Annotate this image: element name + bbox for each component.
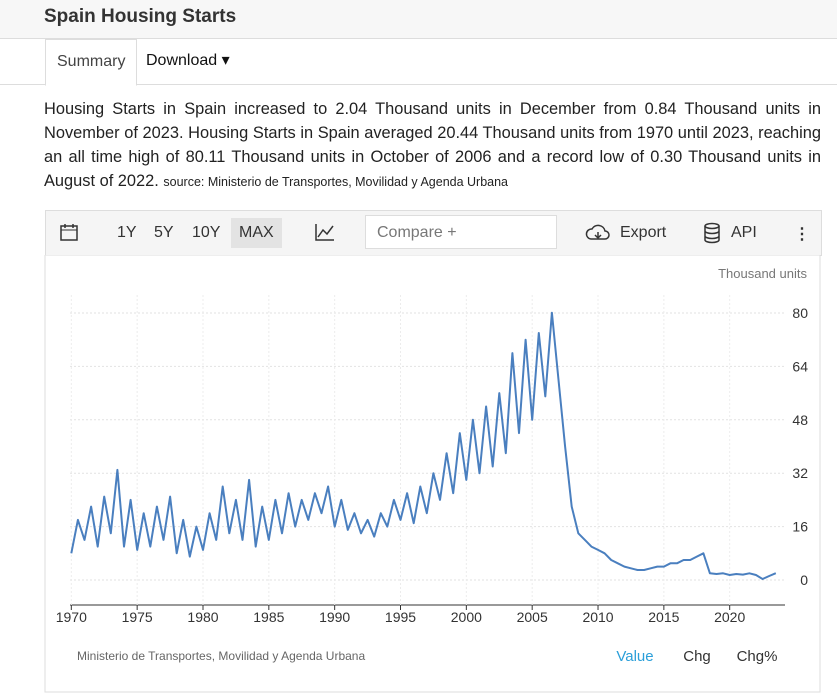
api-icon: [702, 222, 722, 249]
toolbar: 1Y 5Y 10Y MAX Compare + Export API ⋮: [45, 210, 822, 256]
chart: Thousand units Ministerio de Transportes…: [44, 255, 821, 693]
icon: [704, 222, 720, 244]
tab[interactable]: Summary: [45, 39, 138, 86]
x-tick-label: 2015: [648, 609, 679, 625]
y-tick-label: 16: [792, 519, 808, 535]
page-title: Spain Housing Starts: [44, 6, 237, 27]
x-tick-label: 1985: [253, 609, 284, 625]
data-line: [70, 311, 777, 580]
api-button[interactable]: API: [731, 224, 757, 241]
chart-type-icon[interactable]: [314, 222, 336, 247]
chart-source: Ministerio de Transportes, Movilidad y A…: [77, 649, 365, 663]
range-button[interactable]: 10Y: [192, 224, 221, 241]
y-tick-label: 0: [800, 572, 808, 588]
description-text: Housing Starts in Spain increased to 2.0…: [44, 100, 821, 190]
export-button[interactable]: Export: [620, 224, 667, 241]
x-tick-label: 1975: [122, 609, 153, 625]
compare-input[interactable]: Compare +: [365, 215, 557, 249]
icon: [315, 224, 334, 241]
y-tick-label: 80: [792, 305, 808, 321]
icon: [585, 224, 610, 240]
x-tick-label: 1980: [187, 609, 218, 625]
tabs: Summary Download ▾: [0, 39, 837, 86]
x-tick-label: 2000: [451, 609, 482, 625]
source-note: source: Ministerio de Transportes, Movil…: [163, 175, 509, 189]
description: Housing Starts in Spain increased to 2.0…: [44, 97, 821, 194]
header: Spain Housing Starts: [0, 0, 837, 39]
range-button[interactable]: 1Y: [117, 224, 137, 241]
calendar-icon[interactable]: [59, 222, 79, 247]
range-button[interactable]: 5Y: [154, 224, 174, 241]
tab-label: Download: [146, 52, 218, 69]
x-tick-label: 1970: [56, 609, 87, 625]
x-tick-label: 1990: [319, 609, 350, 625]
x-tick-label: 1995: [385, 609, 416, 625]
footer-tab[interactable]: Value: [616, 648, 653, 665]
icon: [60, 224, 78, 241]
tab[interactable]: Download ▾: [146, 52, 230, 69]
footer-tab[interactable]: Chg%: [737, 648, 778, 665]
unit-label: Thousand units: [718, 266, 807, 281]
export-icon: [585, 223, 611, 248]
y-tick-label: 32: [792, 465, 808, 481]
x-tick-label: 2010: [582, 609, 613, 625]
y-tick-label: 48: [792, 412, 808, 428]
footer-tab[interactable]: Chg: [683, 648, 711, 665]
y-tick-label: 64: [792, 358, 808, 374]
range-button[interactable]: MAX: [231, 218, 282, 248]
x-tick-label: 2005: [517, 609, 548, 625]
menu-button[interactable]: ⋮: [794, 226, 810, 243]
x-tick-label: 2020: [714, 609, 745, 625]
